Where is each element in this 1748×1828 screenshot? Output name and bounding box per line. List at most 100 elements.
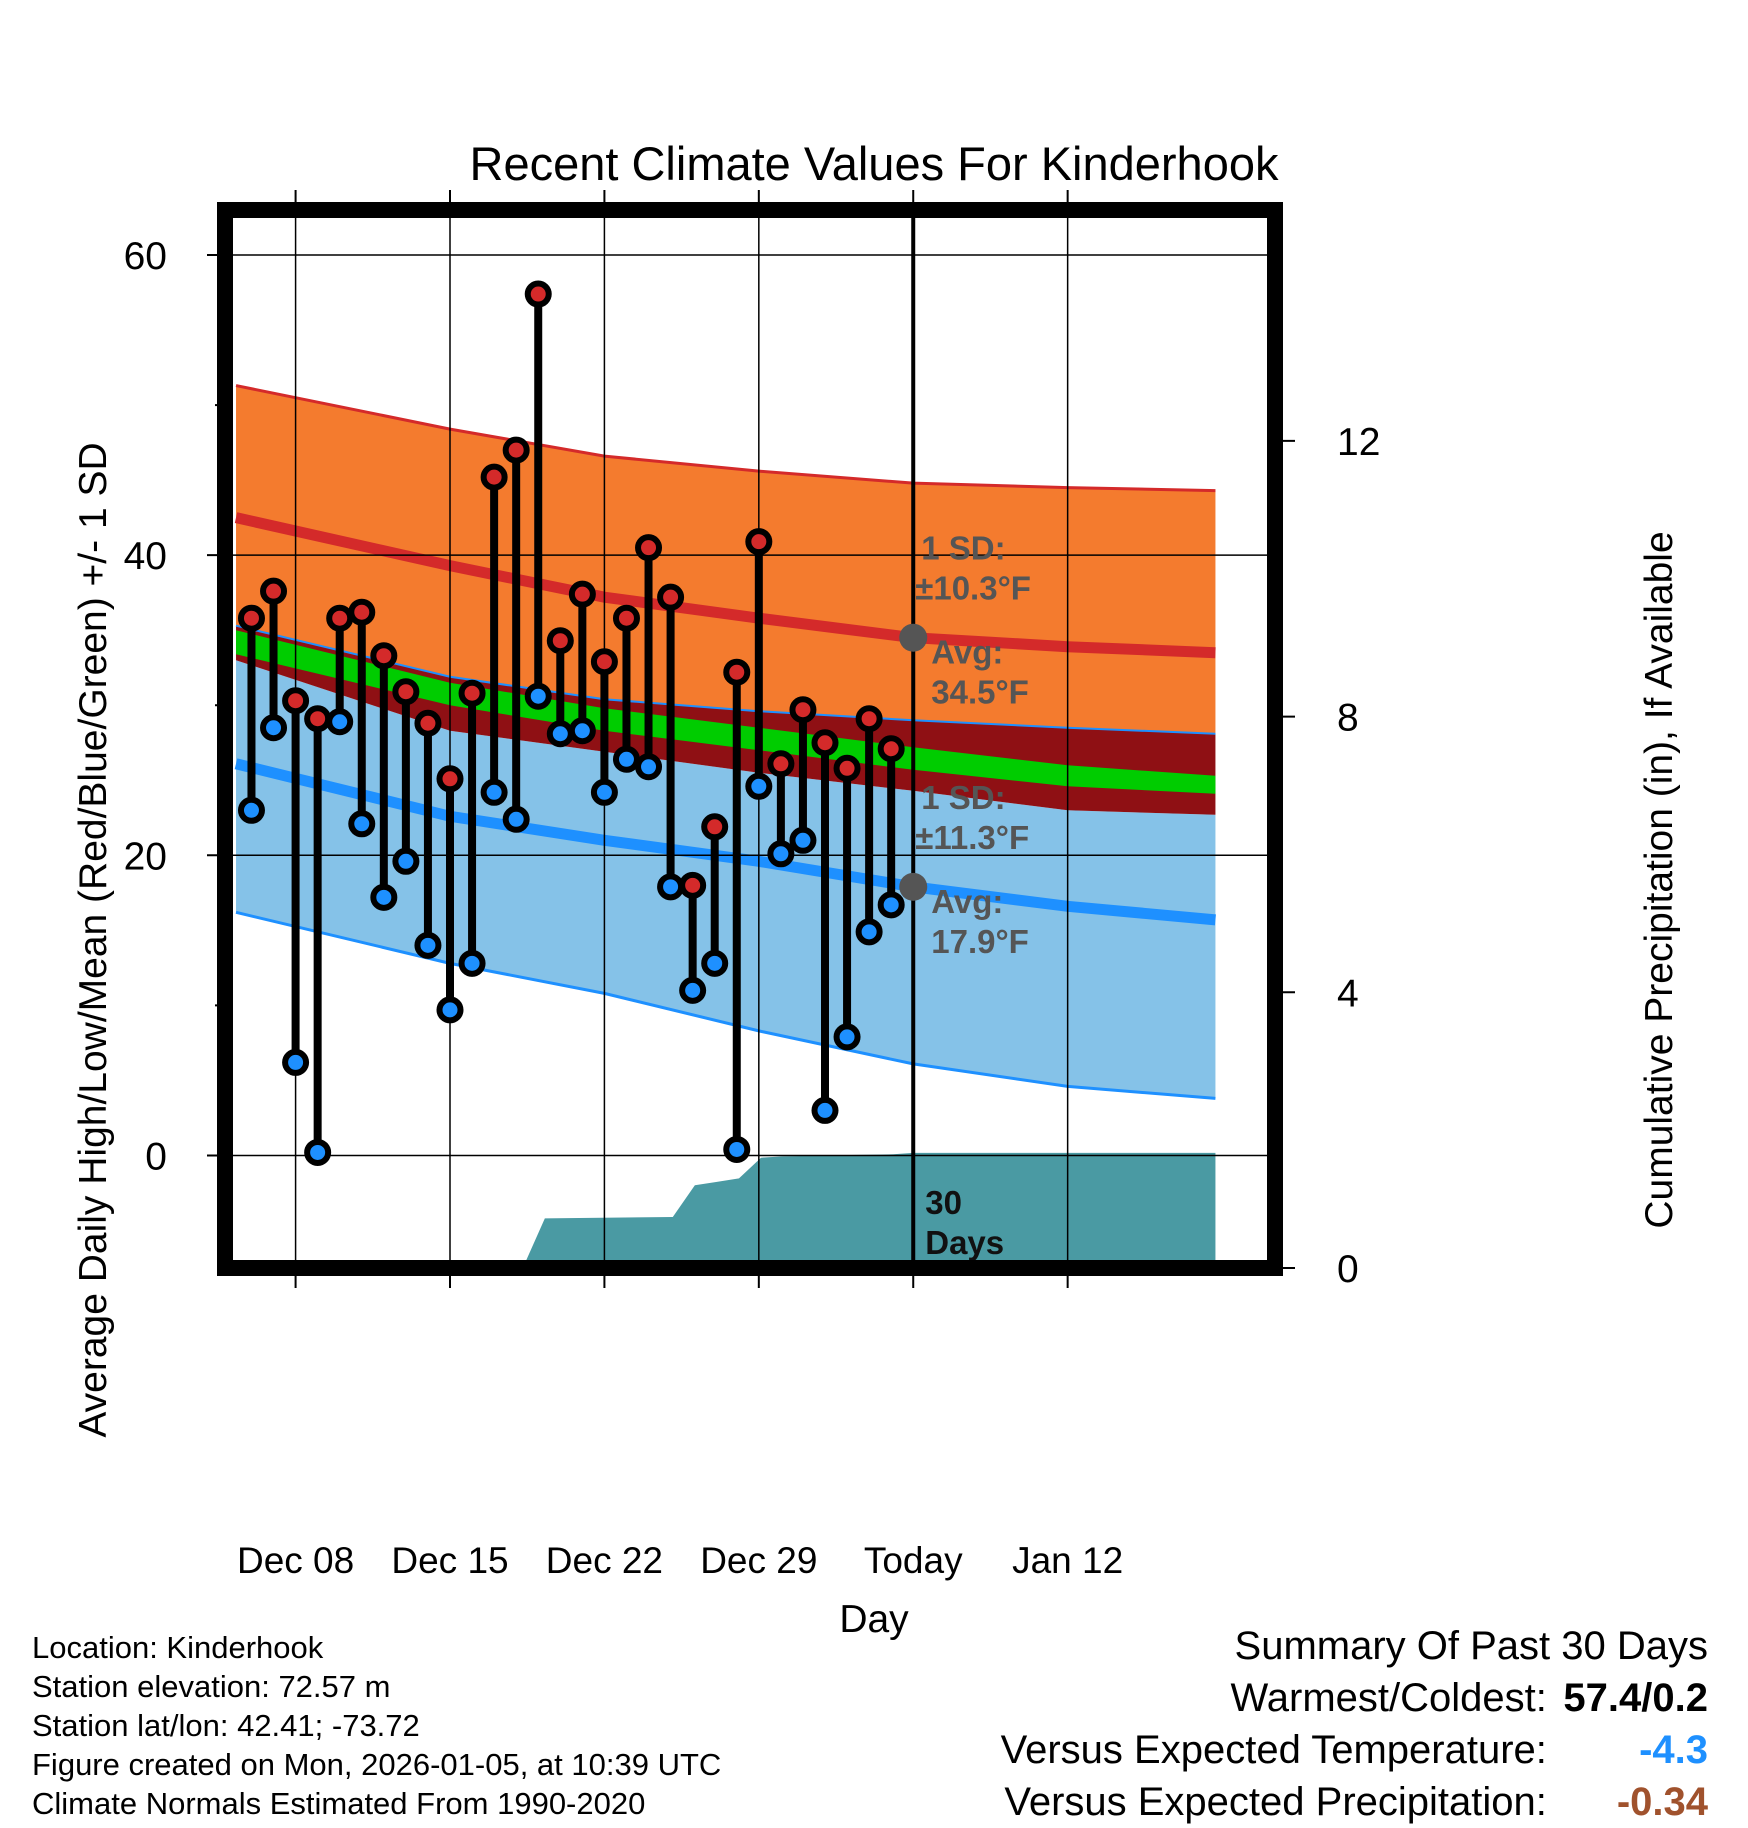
daily-high-point: [480, 463, 508, 491]
warmest-value: 57.4/0.2: [1563, 1676, 1708, 1720]
x-tick-label: Dec 29: [700, 1540, 817, 1581]
precip-value: -0.34: [1616, 1780, 1708, 1824]
daily-high-point: [524, 280, 552, 308]
avg-label: Avg:: [931, 634, 1003, 671]
precip-label: Versus Expected Precipitation:: [1004, 1780, 1547, 1824]
daily-low-point: [745, 772, 773, 800]
normals-text: Climate Normals Estimated From 1990-2020: [32, 1786, 646, 1821]
daily-high-point: [657, 583, 685, 611]
daily-low-point: [348, 810, 376, 838]
summary-title: Summary Of Past 30 Days: [1234, 1624, 1708, 1668]
daily-high-point: [568, 580, 596, 608]
y-axis-label: Average Daily High/Low/Mean (Red/Blue/Gr…: [72, 442, 115, 1437]
daily-high-point: [546, 627, 574, 655]
avg-value: 34.5°F: [931, 674, 1029, 711]
precipitation-area: [236, 1152, 1216, 1268]
sd-label: 1 SD:: [921, 779, 1005, 816]
daily-low-point: [282, 1048, 310, 1076]
temp-label: Versus Expected Temperature:: [1000, 1728, 1547, 1772]
x-tick-label: Jan 12: [1012, 1540, 1123, 1581]
daily-high-point: [635, 534, 663, 562]
daily-high-point: [855, 705, 883, 733]
sd-label: 1 SD:: [921, 530, 1005, 567]
low-sd-band: [236, 660, 1216, 1099]
temp-value: -4.3: [1639, 1728, 1708, 1772]
daily-low-point: [679, 976, 707, 1004]
daily-high-point: [237, 604, 265, 632]
daily-low-point: [789, 826, 817, 854]
y-tick-label: 60: [124, 235, 167, 278]
daily-high-point: [701, 813, 729, 841]
location-text: Location: Kinderhook: [32, 1630, 324, 1665]
daily-high-point: [458, 679, 486, 707]
daily-low-point: [237, 796, 265, 824]
x-tick-label: Dec 08: [237, 1540, 354, 1581]
latlon-text: Station lat/lon: 42.41; -73.72: [32, 1708, 420, 1743]
daily-high-point: [789, 696, 817, 724]
mean-band: [236, 630, 1216, 794]
daily-low-point: [723, 1135, 751, 1163]
daily-low-point: [855, 918, 883, 946]
daily-low-point: [612, 745, 640, 773]
daily-high-point: [260, 577, 288, 605]
period-label: 30: [925, 1184, 962, 1221]
daily-high-point: [590, 648, 618, 676]
y-tick-label: 20: [124, 835, 167, 878]
normal-avg-marker: [899, 872, 928, 901]
summary-precip-row: Versus Expected Precipitation: -0.34: [1001, 1776, 1708, 1828]
period-label: Days: [925, 1224, 1004, 1261]
daily-low-point: [326, 708, 354, 736]
daily-high-point: [282, 687, 310, 715]
warmest-label: Warmest/Coldest:: [1230, 1676, 1547, 1720]
y2-tick-label: 12: [1337, 421, 1380, 464]
daily-low-point: [502, 805, 530, 833]
daily-high-point: [811, 729, 839, 757]
daily-high-point: [723, 658, 751, 686]
daily-low-point: [480, 778, 508, 806]
daily-low-point: [701, 949, 729, 977]
y2-tick-label: 8: [1337, 697, 1359, 740]
y-tick-label: 0: [145, 1135, 167, 1178]
summary-panel: Summary Of Past 30 Days Warmest/Coldest:…: [1001, 1620, 1708, 1828]
y2-tick-label: 4: [1337, 972, 1359, 1015]
daily-low-point: [635, 753, 663, 781]
avg-label: Avg:: [931, 883, 1003, 920]
sd-value: ±10.3°F: [915, 570, 1031, 607]
chart-title: Recent Climate Values For Kinderhook: [470, 137, 1279, 190]
daily-high-point: [304, 705, 332, 733]
daily-high-point: [370, 642, 398, 670]
daily-high-point: [436, 765, 464, 793]
daily-high-point: [348, 598, 376, 626]
daily-high-point: [745, 528, 773, 556]
daily-high-point: [877, 735, 905, 763]
elevation-text: Station elevation: 72.57 m: [32, 1669, 391, 1704]
sd-value: ±11.3°F: [915, 819, 1029, 856]
summary-warmest-row: Warmest/Coldest: 57.4/0.2: [1001, 1672, 1709, 1724]
daily-low-point: [568, 717, 596, 745]
daily-low-point: [436, 996, 464, 1024]
daily-high-point: [392, 678, 420, 706]
daily-low-point: [833, 1023, 861, 1051]
plot-frame: [217, 202, 1283, 1276]
daily-low-point: [458, 949, 486, 977]
avg-value: 17.9°F: [931, 923, 1029, 960]
station-metadata: Location: Kinderhook Station elevation: …: [32, 1628, 721, 1823]
high-sd-band: [236, 385, 1216, 734]
daily-low-point: [304, 1138, 332, 1166]
daily-high-point: [767, 750, 795, 778]
summary-temp-row: Versus Expected Temperature: -4.3: [1001, 1724, 1708, 1776]
daily-low-point: [546, 720, 574, 748]
daily-low-point: [767, 840, 795, 868]
y2-axis-label: Cumulative Precipitation (in), If Availa…: [1638, 531, 1681, 1228]
daily-low-point: [877, 891, 905, 919]
x-axis-label: Day: [839, 1598, 909, 1641]
daily-low-point: [657, 873, 685, 901]
daily-low-point: [392, 847, 420, 875]
daily-low-point: [811, 1096, 839, 1124]
daily-low-point: [370, 883, 398, 911]
x-tick-label: Dec 22: [546, 1540, 663, 1581]
daily-low-point: [524, 682, 552, 710]
daily-high-point: [833, 754, 861, 782]
